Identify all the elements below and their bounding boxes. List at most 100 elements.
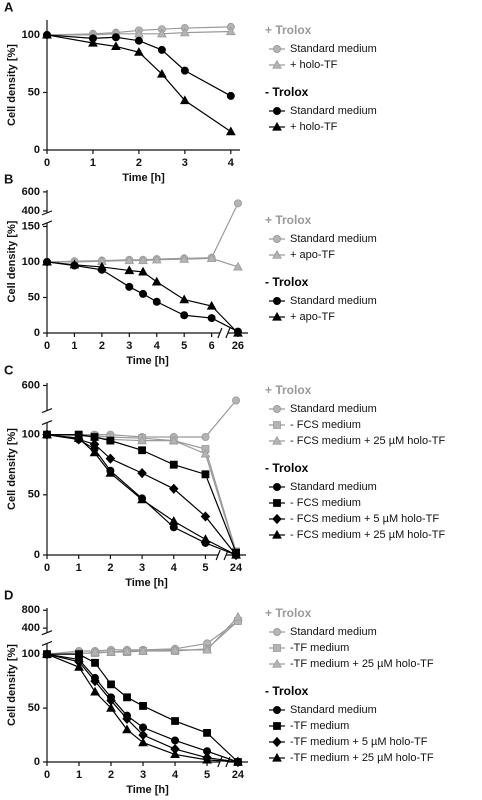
y-tick-label: 100 bbox=[22, 256, 40, 268]
data-point bbox=[233, 756, 243, 766]
data-point bbox=[207, 314, 216, 323]
data-point bbox=[122, 724, 132, 734]
data-point bbox=[231, 549, 241, 559]
legend-group-title: + Trolox bbox=[265, 213, 312, 227]
legend-label: + apo-TF bbox=[290, 311, 335, 323]
data-point bbox=[105, 453, 116, 464]
data-point bbox=[179, 27, 190, 37]
data-point bbox=[201, 470, 210, 479]
legend-marker bbox=[272, 311, 282, 321]
data-point bbox=[233, 327, 243, 337]
data-point bbox=[180, 66, 189, 75]
legend-label: - FCS medium + 25 µM holo-TF bbox=[290, 529, 445, 541]
y-tick-label: 0 bbox=[34, 144, 40, 156]
x-axis-label: Time [h] bbox=[126, 355, 169, 367]
legend-group-title: - Trolox bbox=[265, 275, 309, 289]
data-point bbox=[151, 254, 162, 264]
legend-marker bbox=[272, 736, 282, 748]
data-point bbox=[179, 294, 190, 304]
x-tick-label: 5 bbox=[202, 562, 208, 574]
data-point bbox=[151, 276, 162, 286]
data-point bbox=[124, 255, 135, 265]
legend-marker bbox=[272, 235, 282, 243]
legend-marker bbox=[272, 706, 282, 714]
legend-marker bbox=[272, 45, 282, 53]
data-point bbox=[125, 282, 134, 291]
data-point bbox=[96, 261, 107, 271]
x-tick-label: 1 bbox=[76, 769, 82, 781]
data-point bbox=[225, 126, 236, 136]
y-tick-label: 400 bbox=[22, 205, 40, 217]
y-tick-label: 100 bbox=[22, 648, 40, 660]
series-line bbox=[46, 203, 239, 263]
legend-group-title: - Trolox bbox=[265, 684, 309, 698]
x-tick-label: 0 bbox=[44, 340, 50, 352]
data-point bbox=[42, 29, 52, 39]
legend-marker bbox=[272, 483, 282, 491]
y-axis-label: Cell density [%] bbox=[6, 644, 18, 726]
legend-marker bbox=[272, 59, 282, 69]
legend-label: - FCS medium bbox=[290, 497, 361, 509]
data-point bbox=[171, 717, 179, 725]
x-tick-label: 3 bbox=[139, 562, 145, 574]
y-tick-label: 100 bbox=[22, 429, 40, 441]
data-point bbox=[90, 686, 100, 696]
y-tick-label: 100 bbox=[22, 29, 40, 41]
data-point bbox=[156, 28, 167, 38]
x-tick-label: 2 bbox=[107, 562, 113, 574]
data-point bbox=[90, 646, 100, 656]
x-tick-label: 0 bbox=[44, 769, 50, 781]
data-point bbox=[138, 737, 148, 747]
axis-break bbox=[41, 220, 53, 226]
legend-label: -TF medium + 25 µM holo-TF bbox=[290, 752, 434, 764]
legend-label: + apo-TF bbox=[290, 249, 335, 261]
data-point bbox=[139, 723, 148, 732]
panel-letter: C bbox=[4, 362, 14, 377]
y-tick-label: 800 bbox=[22, 604, 40, 616]
legend-group-title: - Trolox bbox=[265, 461, 309, 475]
data-point bbox=[170, 749, 180, 759]
legend-marker bbox=[272, 628, 282, 636]
legend-marker bbox=[272, 249, 282, 259]
data-point bbox=[134, 36, 143, 45]
data-point bbox=[203, 728, 211, 737]
legend-marker bbox=[272, 107, 282, 115]
data-point bbox=[233, 199, 242, 208]
data-point bbox=[179, 95, 190, 105]
x-tick-label: 0 bbox=[44, 562, 50, 574]
data-point bbox=[200, 534, 211, 543]
data-point bbox=[171, 736, 180, 745]
legend-label: - FCS medium + 5 µM holo-TF bbox=[290, 513, 439, 525]
data-point bbox=[111, 33, 120, 42]
x-tick-label: 6 bbox=[209, 340, 215, 352]
data-point bbox=[170, 644, 180, 654]
data-point bbox=[203, 747, 212, 756]
legend-label: - FCS medium + 25 µM holo-TF bbox=[290, 435, 445, 447]
y-tick-label: 50 bbox=[28, 291, 40, 303]
data-point bbox=[90, 676, 100, 687]
legend-label: Standard medium bbox=[290, 704, 377, 716]
data-point bbox=[137, 435, 147, 445]
x-tick-label: 4 bbox=[228, 157, 235, 169]
y-tick-label: 0 bbox=[34, 756, 40, 768]
axis-break bbox=[41, 420, 53, 426]
axis-break bbox=[217, 756, 223, 768]
y-tick-label: 400 bbox=[22, 622, 40, 634]
legend-label: -TF medium + 5 µM holo-TF bbox=[290, 736, 428, 748]
x-tick-label: 4 bbox=[154, 340, 161, 352]
data-point bbox=[138, 266, 148, 276]
data-point bbox=[169, 460, 178, 469]
data-point bbox=[88, 37, 98, 47]
x-axis-label: Time [h] bbox=[125, 577, 168, 589]
x-tick-label: 2 bbox=[99, 340, 105, 352]
y-tick-label: 50 bbox=[28, 489, 40, 501]
legend-label: + holo-TF bbox=[290, 59, 338, 71]
legend-label: - FCS medium bbox=[290, 419, 361, 431]
x-tick-label: 2 bbox=[108, 769, 114, 781]
x-tick-label: 4 bbox=[172, 769, 179, 781]
data-point bbox=[156, 68, 167, 78]
data-point bbox=[168, 516, 179, 525]
data-point bbox=[137, 494, 147, 504]
data-point bbox=[180, 311, 189, 320]
